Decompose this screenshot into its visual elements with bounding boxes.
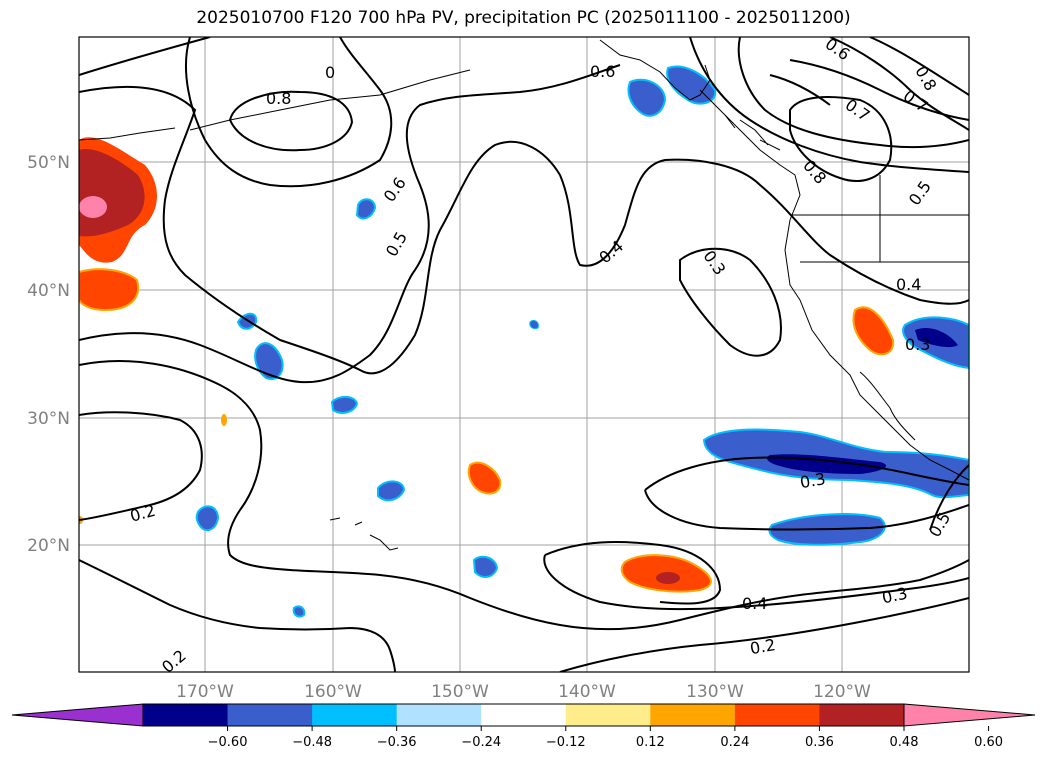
colorbar-bin	[312, 704, 398, 726]
colorbar-extend-max	[903, 703, 1036, 727]
negative-precip-anomalies	[195, 65, 969, 618]
map-frame	[78, 36, 970, 673]
colorbar-bin	[227, 704, 313, 726]
colorbar-bin	[396, 704, 482, 726]
colorbar-tick-label: −0.36	[377, 735, 417, 750]
lon-tick-label: 140°W	[558, 682, 616, 702]
colorbar-tick-label: −0.24	[461, 735, 501, 750]
lat-tick-label: 40°N	[27, 281, 70, 301]
colorbar-tick-label: −0.60	[208, 735, 248, 750]
latitude-ticks: 50°N 40°N 30°N 20°N	[27, 153, 70, 556]
colorbar-tick-label: 0.36	[805, 735, 834, 750]
contour-label: 0.2	[749, 635, 777, 658]
contour-label: 0.8	[266, 89, 291, 108]
colorbar-border	[142, 703, 905, 727]
contour-label: 0.3	[799, 469, 827, 492]
contour-label: 0.3	[905, 335, 930, 354]
lon-tick-label: 130°W	[686, 682, 744, 702]
lon-tick-label: 160°W	[304, 682, 362, 702]
colorbar-extend-min	[11, 703, 144, 727]
lon-tick-label: 150°W	[431, 682, 489, 702]
colorbar-bin	[734, 704, 820, 726]
contour-label: 0.4	[742, 594, 767, 613]
colorbar-tick-label: 0.60	[974, 735, 1003, 750]
lat-tick-label: 30°N	[27, 409, 70, 429]
positive-precip-anomalies	[79, 137, 895, 593]
contour-label: 0.6	[590, 62, 615, 81]
colorbar-tick-label: −0.12	[546, 735, 586, 750]
contour-label: 0.3	[880, 584, 909, 608]
colorbar-bin	[650, 704, 736, 726]
colorbar-bin	[481, 704, 567, 726]
longitude-ticks: 170°W 160°W 150°W 140°W 130°W 120°W	[176, 682, 871, 702]
colorbar-bin	[143, 704, 229, 726]
colorbar-tick-label: 0.12	[636, 735, 665, 750]
lat-tick-label: 50°N	[27, 153, 70, 173]
colorbar-tick-label: 0.24	[720, 735, 749, 750]
map-title: 2025010700 F120 700 hPa PV, precipitatio…	[196, 8, 851, 28]
colorbar-bin	[565, 704, 651, 726]
colorbar-tick-label: 0.48	[890, 735, 919, 750]
colorbar-tick-label: −0.48	[292, 735, 332, 750]
pv-contours	[79, 37, 969, 672]
colorbar: −0.60 −0.48 −0.36 −0.24 −0.12 0.12 0.24 0.36 0.4…	[11, 703, 1036, 750]
lat-tick-label: 20°N	[27, 536, 70, 556]
contour-label: 0	[325, 63, 335, 82]
lon-tick-label: 120°W	[813, 682, 871, 702]
map-plot-area	[79, 37, 969, 672]
lon-tick-label: 170°W	[176, 682, 234, 702]
contour-label: 0.4	[896, 275, 921, 294]
colorbar-bin	[819, 704, 905, 726]
